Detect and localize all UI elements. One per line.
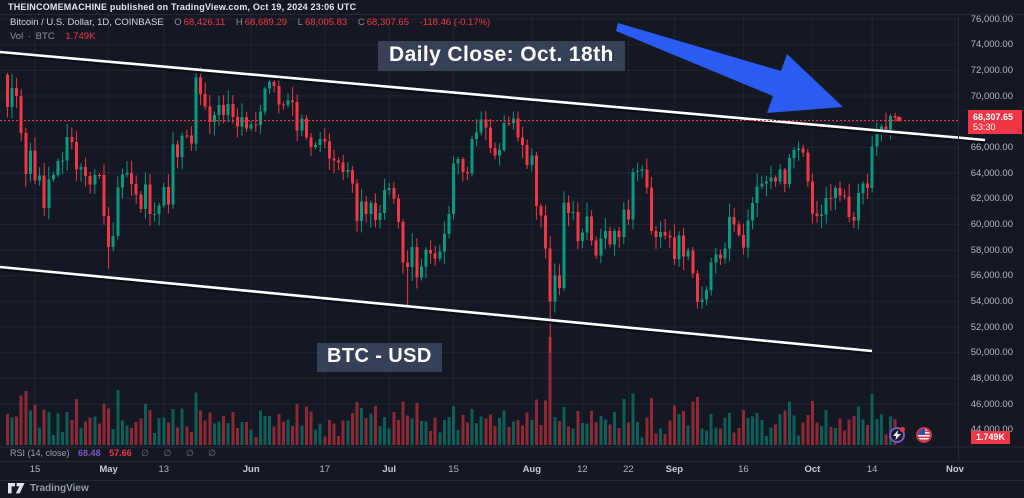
price-tick-label: 48,000.00 [970,372,1013,384]
price-tick-label: 58,000.00 [970,244,1013,256]
pair-callout[interactable]: BTC - USD [317,343,442,372]
last-price-value: 68,307.65 [973,112,1014,122]
price-tick-label: 56,000.00 [970,270,1013,282]
price-tick-label: 54,000.00 [970,295,1013,307]
time-tick-label: May [99,464,118,475]
low-value: 68,005.83 [304,17,348,28]
time-tick-label: Oct [804,464,821,475]
price-tick-label: 74,000.00 [970,39,1013,51]
time-tick-label: 13 [158,464,170,475]
tradingview-logo-icon [8,483,25,494]
volume-legend[interactable]: Vol · BTC 1.749K [10,31,97,42]
usd-flag-icon[interactable] [916,427,932,443]
rsi-indicator-row[interactable]: RSI (14, close) 68.48 57.66 ∅ ∅ ∅ ∅ [10,448,222,459]
volume-separator: · [27,31,32,42]
price-tick-label: 46,000.00 [970,398,1013,410]
volume-badge: 1.749K [970,431,1010,444]
time-tick-label: 22 [623,464,634,475]
rsi-title: RSI (14, close) [10,448,70,458]
high-value: 68,689.29 [244,17,288,28]
publisher-attribution: THEINCOMEMACHINE published on TradingVie… [8,2,357,12]
last-price-badge: 68,307.65 53:30 [968,110,1022,134]
volume-value: 1.749K [65,31,96,42]
close-label: C [357,17,365,28]
time-tick-label: 17 [319,464,331,475]
high-label: H [235,17,243,28]
price-tick-label: 70,000.00 [970,90,1013,102]
open-value: 68,426.11 [183,17,226,28]
footer-bar[interactable]: TradingView [8,483,89,494]
price-tick-label: 44,000.00 [970,424,1013,436]
btc-lightning-icon[interactable] [889,427,905,443]
price-tick-label: 52,000.00 [970,321,1013,333]
open-label: O [174,17,182,28]
low-label: L [297,17,303,28]
time-tick-label: Sep [665,464,684,475]
time-tick-label: 15 [448,464,459,475]
time-tick-label: Aug [522,464,542,475]
price-tick-label: 66,000.00 [970,141,1013,153]
time-tick-label: Nov [946,464,964,475]
price-tick-label: 62,000.00 [970,193,1013,205]
change-value: -118.46 (-0.17%) [419,17,491,28]
symbol-title: Bitcoin / U.S. Dollar, 1D, COINBASE [10,17,164,28]
daily-close-callout[interactable]: Daily Close: Oct. 18th [378,41,625,71]
close-value: 68,307.65 [366,17,409,28]
price-tick-label: 76,000.00 [970,13,1013,25]
price-tick-label: 72,000.00 [970,64,1013,76]
tradingview-brand-text: TradingView [30,483,89,494]
price-tick-label: 64,000.00 [970,167,1013,179]
bar-countdown: 53:30 [973,122,996,132]
time-tick-label: 16 [738,464,749,475]
time-tick-label: 14 [866,464,878,475]
time-tick-label: 15 [29,464,41,475]
time-tick-label: Jul [382,464,397,475]
symbol-legend[interactable]: Bitcoin / U.S. Dollar, 1D, COINBASE O 68,… [10,17,492,28]
time-tick-label: Jun [242,464,260,475]
time-tick-label: 12 [577,464,588,475]
volume-asset: BTC [35,31,55,42]
price-tick-label: 50,000.00 [970,347,1013,359]
rsi-empty-values: ∅ ∅ ∅ ∅ [141,448,223,458]
price-tick-label: 60,000.00 [970,218,1013,230]
volume-label: Vol [10,31,24,42]
rsi-value-2: 57.66 [109,448,132,458]
rsi-value-1: 68.48 [78,448,101,458]
